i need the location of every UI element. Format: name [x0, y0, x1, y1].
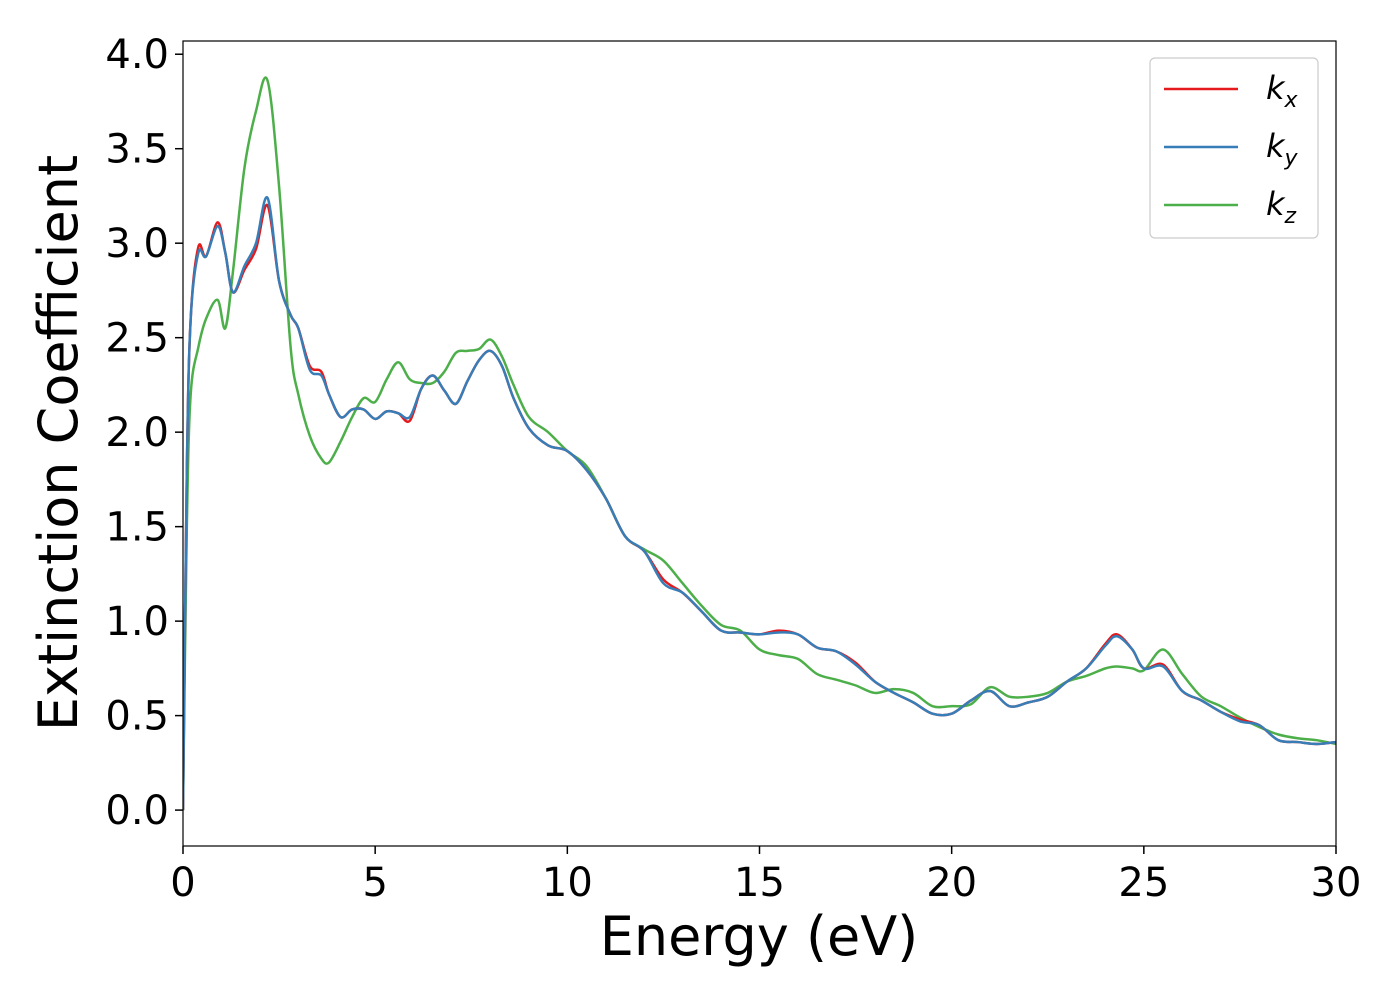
x-tick-label: 15: [734, 860, 785, 906]
x-tick-label: 10: [542, 860, 593, 906]
x-axis-label: Energy (eV): [600, 905, 919, 968]
legend-label: kx: [1266, 69, 1299, 113]
y-axis-label: Extinction Coefficient: [27, 155, 90, 731]
y-tick-label: 0.0: [105, 788, 169, 834]
x-tick-label: 30: [1311, 860, 1362, 906]
plot-frame: [182, 40, 1337, 847]
x-tick-label: 20: [926, 860, 977, 906]
y-tick-label: 1.5: [105, 505, 169, 551]
y-tick-label: 1.0: [105, 599, 169, 645]
y-tick-label: 0.5: [105, 694, 169, 740]
legend-label: ky: [1266, 127, 1299, 171]
series-line: [183, 196, 1336, 811]
y-tick-label: 2.5: [105, 316, 169, 362]
x-tick-label: 0: [170, 860, 195, 906]
legend-label: kz: [1266, 185, 1297, 229]
series-line: [183, 204, 1336, 811]
x-tick-label: 25: [1118, 860, 1169, 906]
x-tick-label: 5: [362, 860, 387, 906]
y-tick-label: 3.0: [105, 221, 169, 267]
y-tick-label: 2.0: [105, 410, 169, 456]
y-tick-label: 3.5: [105, 127, 169, 173]
y-tick-label: 4.0: [105, 32, 169, 78]
